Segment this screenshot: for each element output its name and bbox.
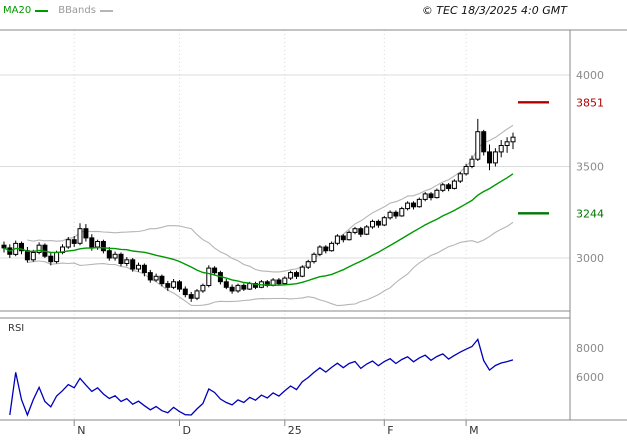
month-tick-label: F xyxy=(387,424,393,437)
panel-frame xyxy=(0,29,627,421)
ma20-legend-line-icon xyxy=(35,9,49,12)
svg-text:4000: 4000 xyxy=(576,69,604,82)
copyright-text: © TEC 18/3/2025 4:0 GMT xyxy=(421,4,567,17)
rsi-panel-label: RSI xyxy=(8,323,24,334)
svg-text:8000: 8000 xyxy=(576,342,604,355)
chart-header: MA20 BBands © TEC 18/3/2025 4:0 GMT xyxy=(0,0,627,29)
svg-text:6000: 6000 xyxy=(576,371,604,384)
resistance-level-label: 3851 xyxy=(576,96,604,109)
price-axis-labels: 4000 3500 3000 xyxy=(576,69,604,265)
bollinger-upper-line xyxy=(27,124,514,273)
rsi-axis-labels: 8000 6000 xyxy=(576,342,604,384)
support-level-label: 3244 xyxy=(576,207,604,220)
svg-text:3500: 3500 xyxy=(576,161,604,174)
month-tick-label: D xyxy=(183,424,191,437)
month-tick-label: M xyxy=(469,424,479,437)
month-gridlines xyxy=(73,30,467,420)
bbands-legend-label: BBands xyxy=(58,5,96,16)
ma20-line xyxy=(3,173,514,286)
month-tick-label: N xyxy=(77,424,85,437)
indicator-legend: MA20 BBands xyxy=(3,5,113,16)
month-axis: N D 25 F M xyxy=(73,420,479,437)
month-tick-label: 25 xyxy=(288,424,302,437)
candles-layer xyxy=(1,118,516,302)
bollinger-lower-line xyxy=(27,221,514,307)
bbands-legend-line-icon xyxy=(99,9,113,12)
svg-text:3000: 3000 xyxy=(576,252,604,265)
rsi-line xyxy=(9,338,514,417)
ma20-legend-label: MA20 xyxy=(3,5,32,16)
